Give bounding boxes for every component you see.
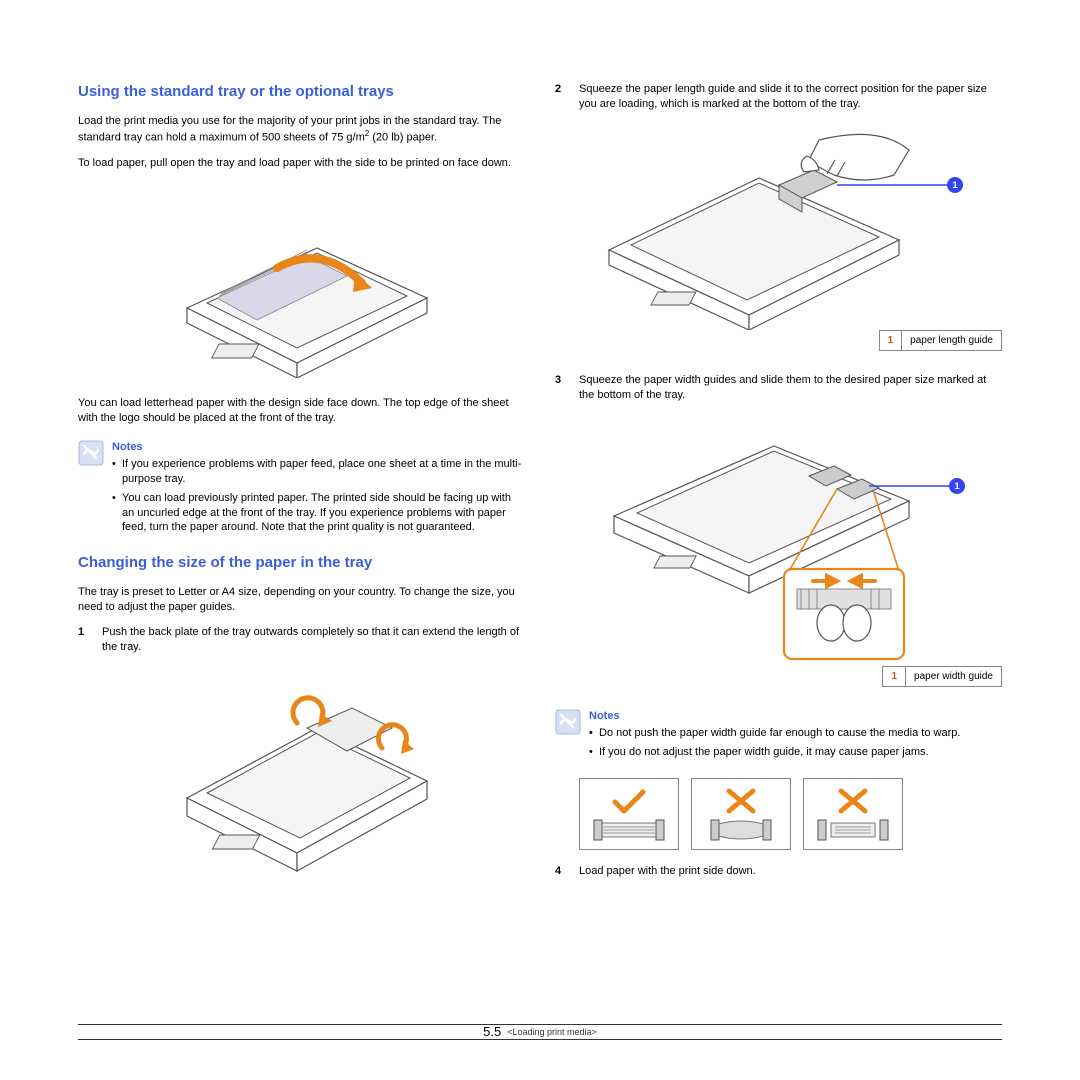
example-wrong-1 [691,778,791,850]
notes-list: Do not push the paper width guide far en… [589,726,1002,760]
note-icon [78,440,104,539]
figure-width-guide: 1 [555,421,1002,666]
para-letterhead: You can load letterhead paper with the d… [78,396,525,426]
notes-block-1: Notes If you experience problems with pa… [78,440,525,539]
figure-length-guide: 1 [555,130,1002,330]
notes-list: If you experience problems with paper fe… [112,457,525,535]
svg-text:1: 1 [952,180,957,190]
heading-using-tray: Using the standard tray or the optional … [78,82,525,102]
svg-text:1: 1 [954,481,959,491]
guide-examples [579,778,1002,850]
callout-table-width: 1 paper width guide [882,666,1002,688]
notes-block-2: Notes Do not push the paper width guide … [555,709,1002,764]
page-number: 5.5 [483,1023,501,1041]
page-section: <Loading print media> [507,1026,597,1038]
callout-table-length: 1 paper length guide [879,330,1002,352]
right-column: 2 Squeeze the paper length guide and sli… [555,82,1002,891]
figure-tray-extend [78,673,525,873]
example-correct [579,778,679,850]
para-preset: The tray is preset to Letter or A4 size,… [78,585,525,615]
step-4: 4 Load paper with the print side down. [555,864,1002,879]
notes-title: Notes [589,709,1002,724]
para-intro: Load the print media you use for the maj… [78,114,525,145]
step-3: 3 Squeeze the paper width guides and sli… [555,373,1002,403]
left-column: Using the standard tray or the optional … [78,82,525,891]
para-load: To load paper, pull open the tray and lo… [78,156,525,171]
heading-changing-size: Changing the size of the paper in the tr… [78,553,525,573]
figure-tray-loading [78,188,525,378]
example-wrong-2 [803,778,903,850]
step-1: 1 Push the back plate of the tray outwar… [78,625,525,655]
page-footer: 5.5 <Loading print media> [78,1024,1002,1040]
notes-title: Notes [112,440,525,455]
note-icon [555,709,581,764]
step-2: 2 Squeeze the paper length guide and sli… [555,82,1002,112]
